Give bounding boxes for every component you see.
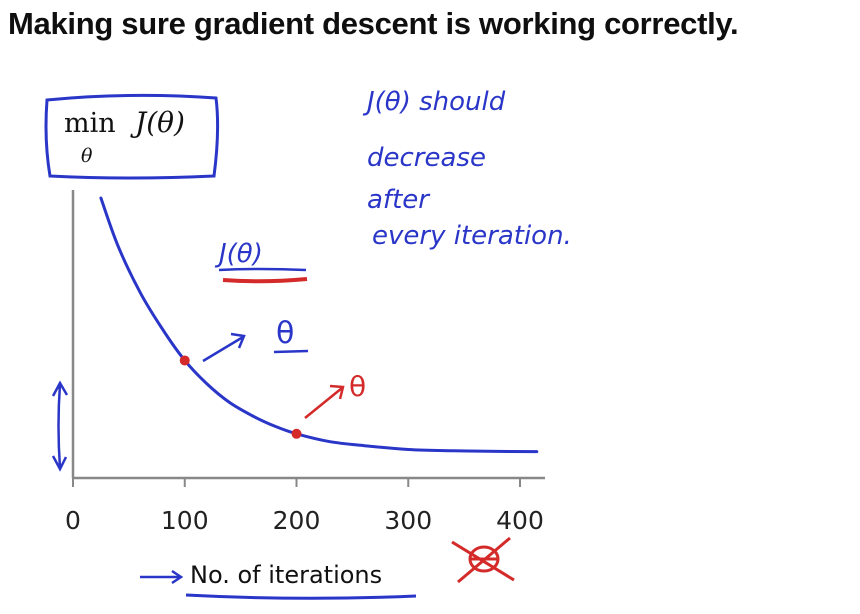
red-arrow-icon (304, 387, 343, 419)
x-tick-label-400: 400 (496, 506, 544, 535)
x-tick-label-0: 0 (65, 506, 81, 535)
x-tick-label-200: 200 (273, 506, 321, 535)
note-line-1: J(θ) should (362, 87, 506, 117)
cost-curve-line (99, 196, 539, 454)
x-tick-labels: 0 100 200 300 400 (65, 506, 544, 535)
x-tick-label-100: 100 (161, 506, 209, 535)
chart-axes (71, 190, 545, 480)
theta-blue-underline (273, 349, 309, 354)
note-line-2: decrease (367, 143, 486, 173)
formula-subscript: θ (81, 145, 93, 167)
theta-blue: θ (276, 316, 294, 351)
highlighted-points (179, 355, 302, 439)
highlighted-point-200 (291, 428, 302, 439)
x-ticks (72, 478, 521, 487)
slide-title: Making sure gradient descent is working … (8, 6, 739, 41)
blue-arrow-icon (202, 335, 244, 363)
formula-box-border (44, 93, 220, 180)
formula-box: min θ J(θ) (44, 93, 220, 180)
blue-arrowhead-icon (230, 332, 246, 349)
red-theta-annotation: θ (304, 370, 366, 419)
x-axis-label-underline (185, 593, 417, 600)
curve-label-underline-blue (218, 267, 307, 272)
red-arrowhead-icon (329, 384, 345, 400)
x-axis-label-group: No. of iterations (140, 561, 417, 600)
note-line-3: after (367, 185, 431, 215)
theta-red: θ (349, 370, 366, 403)
formula-min: min (64, 108, 116, 139)
x-label-arrowhead-icon (171, 569, 184, 585)
note-line-4: every iteration. (372, 221, 572, 251)
handwritten-note: J(θ) should decrease after every iterati… (362, 87, 572, 251)
curve-label-group: J(θ) (214, 239, 308, 284)
x-tick-label-300: 300 (384, 506, 432, 535)
blue-theta-annotation: θ (202, 316, 309, 363)
vertical-double-arrow-icon (51, 380, 69, 472)
x-axis-label: No. of iterations (190, 561, 382, 589)
crossed-theta-icon (451, 536, 515, 584)
formula-function: J(θ) (130, 106, 185, 139)
curve-label-underline-red (222, 277, 308, 284)
curve-label: J(θ) (214, 239, 263, 269)
highlighted-point-100 (179, 355, 190, 366)
